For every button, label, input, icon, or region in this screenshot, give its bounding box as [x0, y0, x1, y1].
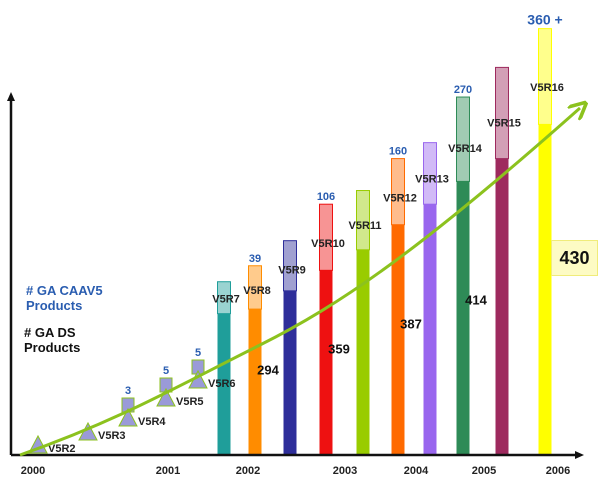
legend-ds-products: # GA DS Products [24, 325, 81, 355]
bar-ds-V5R14 [456, 181, 470, 455]
bar-caa-V5R15 [495, 66, 509, 160]
release-label-V5R8: V5R8 [243, 285, 271, 297]
x-tick-2003: 2003 [333, 465, 357, 477]
bar-ds-V5R16 [538, 124, 552, 456]
bar-ds-V5R8 [248, 309, 262, 455]
release-label-V5R13: V5R13 [415, 174, 449, 186]
ds-label-V5R10: 359 [328, 341, 350, 356]
bar-ds-V5R12 [391, 224, 405, 455]
x-tick-2001: 2001 [156, 465, 180, 477]
ds-label-V5R14: 414 [465, 293, 487, 308]
release-label-V5R5: V5R5 [176, 396, 204, 408]
caa-label-V5R14: 270 [454, 84, 472, 96]
caa-label-V5R10: 106 [317, 191, 335, 203]
x-tick-2000: 2000 [21, 465, 45, 477]
bar-ds-V5R15 [495, 158, 509, 455]
release-label-V5R11: V5R11 [348, 220, 381, 232]
triangle-V5R4 [118, 407, 138, 427]
caa-label-V5R8: 39 [249, 253, 261, 265]
bar-caa-V5R16 [538, 28, 552, 125]
trend-line [19, 108, 580, 457]
x-axis-arrowhead [575, 451, 584, 459]
x-tick-labels: 2000 2001 2002 2003 2004 2005 2006 [21, 465, 570, 477]
x-tick-2005: 2005 [472, 465, 496, 477]
bar-caa-V5R14 [456, 96, 470, 182]
bar-ds-V5R7 [217, 313, 231, 455]
caa-label-V5R4: 3 [125, 385, 131, 397]
bars-group [28, 28, 552, 456]
triangle-V5R5 [156, 387, 176, 407]
y-axis-arrowhead [7, 92, 15, 101]
ds-label-V5R12: 387 [400, 316, 422, 331]
release-label-V5R4: V5R4 [138, 416, 166, 428]
release-label-V5R14: V5R14 [448, 143, 483, 155]
bar-ds-V5R11 [356, 249, 370, 455]
ds-label-V5R8: 294 [257, 363, 279, 378]
release-label-V5R12: V5R12 [383, 193, 417, 205]
caa-label-V5R5: 5 [163, 365, 169, 377]
release-label-V5R16: V5R16 [530, 82, 564, 94]
x-tick-2006: 2006 [546, 465, 570, 477]
release-label-V5R2: V5R2 [48, 443, 76, 455]
bar-ds-V5R9 [283, 290, 297, 455]
caa-label-V5R16: 360 + [527, 12, 562, 28]
release-label-V5R3: V5R3 [98, 430, 126, 442]
callout-430: 430 [551, 240, 598, 276]
bar-ds-V5R10 [319, 270, 333, 455]
release-label-V5R7: V5R7 [212, 293, 240, 305]
caa-label-V5R12: 160 [389, 146, 407, 158]
legend-caa-products: # GA CAAV5 Products [26, 283, 103, 313]
release-label-V5R10: V5R10 [311, 238, 345, 250]
caa-label-V5R6: 5 [195, 347, 201, 359]
x-tick-2004: 2004 [404, 465, 429, 477]
bar-ds-V5R13 [423, 204, 437, 455]
x-tick-2002: 2002 [236, 465, 260, 477]
release-label-V5R9: V5R9 [278, 264, 306, 276]
release-label-V5R15: V5R15 [487, 118, 521, 130]
release-label-V5R6: V5R6 [208, 378, 236, 390]
